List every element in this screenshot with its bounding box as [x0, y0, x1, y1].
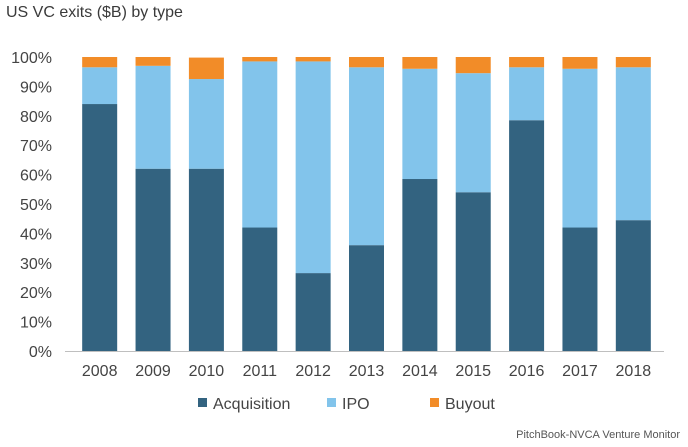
bar-acquisition-2010 [188, 168, 224, 351]
x-tick-label: 2011 [243, 363, 278, 380]
bars [82, 57, 651, 352]
y-tick-label: 20% [20, 285, 52, 302]
bar-acquisition-2014 [402, 179, 438, 351]
x-tick-label: 2016 [509, 363, 545, 380]
legend-swatch-ipo [327, 398, 336, 407]
bar-buyout-2015 [455, 57, 491, 74]
y-tick-label: 100% [11, 50, 52, 67]
bar-ipo-2017 [562, 68, 598, 228]
bar-buyout-2008 [82, 57, 118, 68]
bar-acquisition-2017 [562, 227, 598, 351]
bar-acquisition-2016 [509, 120, 545, 352]
bar-acquisition-2011 [242, 227, 278, 351]
bar-acquisition-2012 [295, 273, 331, 351]
bar-ipo-2016 [509, 67, 545, 121]
bar-ipo-2013 [349, 67, 384, 246]
x-tick-label: 2013 [349, 363, 385, 380]
bar-acquisition-2015 [455, 192, 491, 351]
x-axis: 2008 2009 2010 2011 2012 2013 2014 2015 2016 2017… [65, 351, 664, 380]
bar-acquisition-2018 [615, 220, 651, 351]
bar-acquisition-2013 [349, 245, 384, 351]
bar-buyout-2013 [349, 57, 384, 68]
y-tick-label: 30% [20, 256, 52, 273]
bar-buyout-2016 [509, 57, 545, 68]
y-tick-label: 50% [20, 197, 52, 214]
bar-ipo-2009 [135, 65, 171, 169]
bar-acquisition-2008 [82, 104, 118, 351]
bar-ipo-2012 [295, 61, 331, 274]
bar-ipo-2010 [188, 79, 224, 169]
x-tick-label: 2009 [135, 363, 171, 380]
x-tick-label: 2015 [455, 363, 491, 380]
legend-label-acquisition: Acquisition [213, 396, 290, 413]
bar-acquisition-2009 [135, 168, 171, 351]
y-tick-label: 40% [20, 226, 52, 243]
y-tick-label: 0% [29, 344, 52, 361]
x-tick-label: 2010 [189, 363, 225, 380]
y-tick-label: 70% [20, 138, 52, 155]
bar-buyout-2017 [562, 57, 598, 69]
x-tick-label: 2012 [295, 363, 331, 380]
bar-ipo-2011 [242, 61, 278, 228]
x-tick-label: 2017 [562, 363, 598, 380]
legend-swatch-buyout [430, 398, 439, 407]
bar-buyout-2010 [188, 57, 224, 80]
x-tick-label: 2014 [402, 363, 438, 380]
x-tick-label: 2018 [616, 363, 652, 380]
bar-buyout-2014 [402, 57, 438, 69]
bar-ipo-2015 [455, 73, 491, 193]
legend: Acquisition IPO Buyout [198, 396, 495, 413]
bar-buyout-2012 [295, 57, 331, 62]
legend-label-ipo: IPO [342, 396, 370, 413]
y-tick-label: 10% [20, 315, 52, 332]
bar-ipo-2014 [402, 68, 438, 180]
y-tick-label: 80% [20, 109, 52, 126]
bar-buyout-2009 [135, 57, 171, 66]
chart-title: US VC exits ($B) by type [6, 4, 183, 21]
legend-label-buyout: Buyout [445, 396, 495, 413]
source-note: PitchBook-NVCA Venture Monitor [516, 429, 680, 441]
bar-buyout-2011 [242, 57, 278, 62]
x-tick-label: 2008 [82, 363, 118, 380]
bar-buyout-2018 [615, 57, 651, 68]
bar-ipo-2018 [615, 67, 651, 221]
y-tick-label: 90% [20, 79, 52, 96]
legend-swatch-acquisition [198, 398, 207, 407]
bar-ipo-2008 [82, 67, 118, 105]
y-tick-label: 60% [20, 168, 52, 185]
y-axis: 0% 10% 20% 30% 40% 50% 60% 70% 80% 90% 100% [11, 50, 52, 361]
